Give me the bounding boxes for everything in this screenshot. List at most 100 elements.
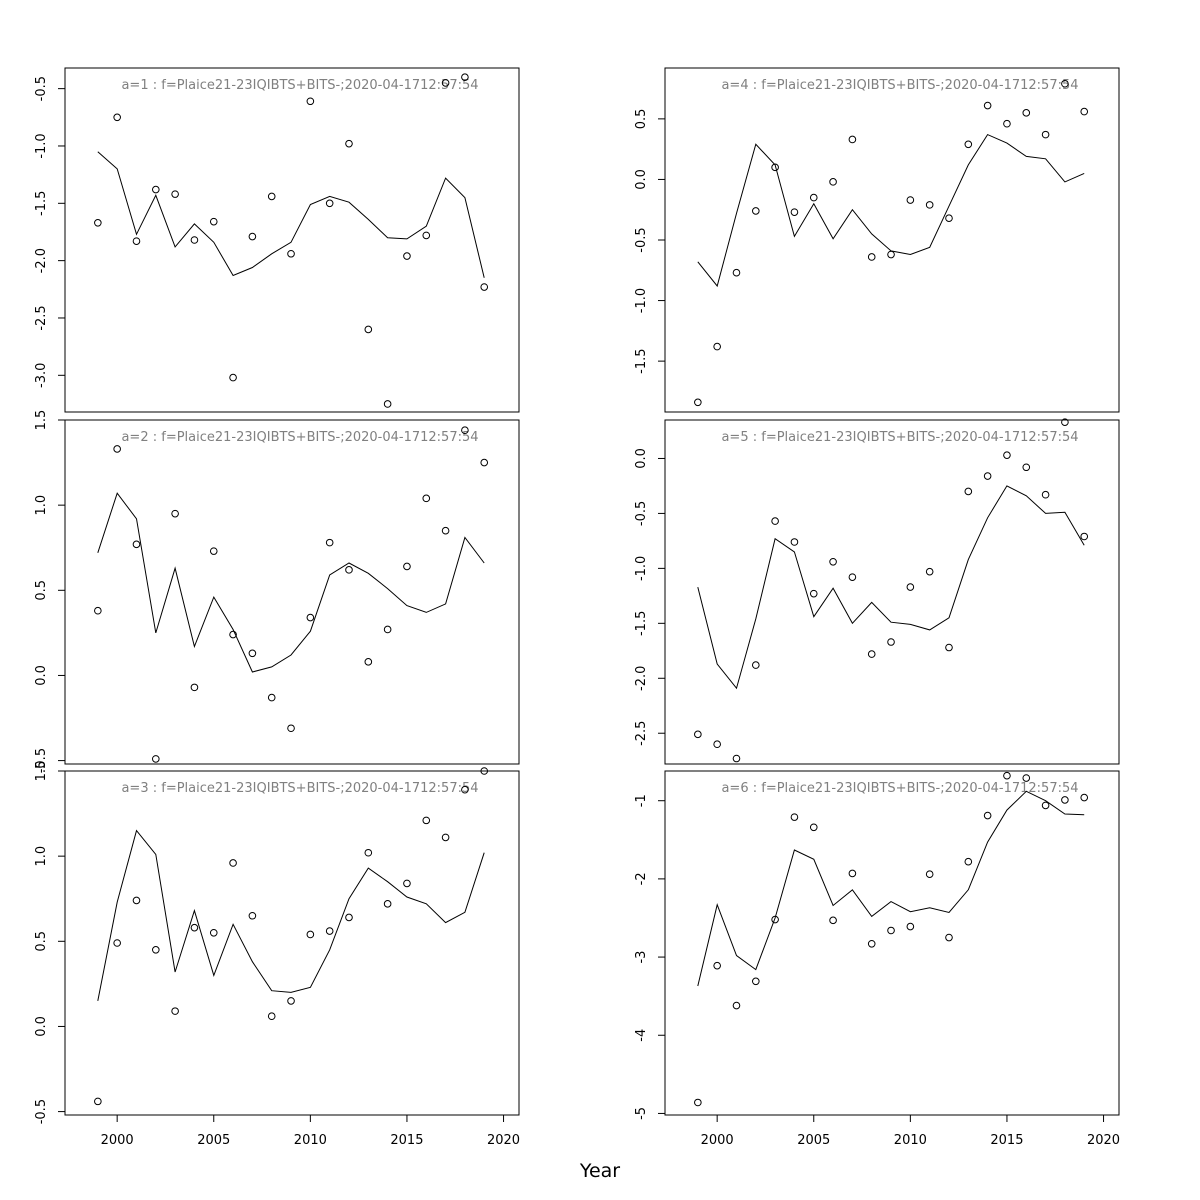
observation-point [829,557,837,566]
y-tick-label: -0.5 [34,1099,49,1124]
observation-point [248,911,257,920]
panel-title: a=2 : f=Plaice21-23IQIBTS+BITS-;2020-04-… [121,430,478,445]
observation-point [306,97,315,106]
observation-point [1061,796,1069,804]
plot-frame [664,67,1120,413]
observation-point [906,583,915,591]
x-tick-label: 2015 [390,1133,423,1148]
y-tick-label: -3 [634,951,649,964]
observation-point [1003,119,1011,128]
observation-point [461,73,469,81]
observation-point [422,816,431,825]
observation-point [964,487,973,496]
observation-point [171,509,179,518]
observation-point [171,1007,179,1015]
panel-title: a=4 : f=Plaice21-23IQIBTS+BITS-;2020-04-… [721,78,1078,93]
observation-point [906,196,915,204]
plot-frame [664,770,1120,1116]
observation-point [325,538,334,547]
observation-point [1080,107,1089,116]
observation-point [94,606,102,615]
y-tick-label: 0.0 [34,1016,49,1037]
y-tick-label: -1.0 [634,556,649,581]
observation-point [752,977,760,986]
observation-point [403,252,411,260]
observation-point [848,573,857,581]
observation-point [287,997,295,1005]
observation-point [752,661,760,669]
plot-frame [64,419,520,765]
observation-point [925,870,934,879]
plot-frame [64,770,520,1116]
observation-point [713,961,721,970]
observation-point [287,724,295,733]
y-tick-label: -5 [634,1107,649,1120]
observation-point [1041,490,1050,499]
observation-point [190,923,199,932]
observation-point [480,283,489,291]
x-tick-label: 2005 [197,1133,230,1148]
y-tick-label: 0.5 [34,580,49,601]
observation-point [461,426,469,435]
observation-point [383,625,392,634]
observation-point [364,848,373,857]
observation-point [1041,801,1050,810]
observation-point [809,589,818,598]
panel-title: a=1 : f=Plaice21-23IQIBTS+BITS-;2020-04-… [121,78,478,93]
y-tick-label: 0.0 [34,665,49,686]
observation-point [1080,793,1089,802]
observation-point [732,1001,741,1010]
observation-point [441,79,450,87]
observation-point [441,833,450,842]
observation-point [867,253,876,261]
observation-point [325,927,334,935]
observation-point [403,562,411,571]
x-axis-title: Year [579,1160,621,1182]
observation-point [267,192,276,201]
observation-point [229,859,237,867]
observation-point [383,400,392,408]
panel-4: -1.5 -1.0 -0.5 0.0 0.5 a=4 : f=Plaice21-23IQI… [634,67,1120,413]
observation-point [229,630,237,639]
x-tick-label: 2000 [701,1133,734,1148]
y-tick-label: -1.5 [634,348,649,373]
observation-point [906,922,915,931]
observation-point [1022,109,1031,117]
observation-point [229,373,237,382]
y-tick-label: -0.5 [634,501,649,526]
y-tick-label: 1.0 [34,495,49,516]
observation-point [829,178,837,186]
observation-point [190,236,199,244]
x-tick-label: 2010 [294,1133,327,1148]
observation-point [848,869,857,878]
panel-6: -5 -4 -3 -2 -1 a=6 : f=Plaice21-23IQIBTS+BITS… [634,770,1120,1148]
observation-point [113,113,121,122]
x-tick-label: 2020 [1087,1133,1120,1148]
observation-point [1003,771,1011,780]
plot-frame [664,419,1120,765]
observation-point [209,547,218,555]
observation-point [713,342,721,351]
y-tick-label: 0.0 [634,169,649,190]
y-tick-label: -4 [634,1029,649,1042]
observation-point [94,219,102,227]
fitted-line [97,151,485,278]
observation-point [945,643,953,652]
x-tick-label: 2000 [101,1133,134,1148]
fitted-line [697,133,1085,288]
observation-point [829,916,837,925]
observation-point [945,214,953,222]
observation-point [809,193,818,202]
observation-point [1061,79,1069,88]
panel-title: a=3 : f=Plaice21-23IQIBTS+BITS-;2020-04-… [121,781,478,796]
observation-point [1022,774,1031,782]
y-tick-label: -1.5 [34,191,49,216]
observation-point [403,879,411,888]
observation-point [209,217,218,226]
observation-point [713,740,721,749]
fitted-line [697,790,1085,987]
fitted-line [97,492,485,673]
observation-point [694,730,702,739]
observation-point [209,928,218,937]
observation-point [345,566,353,574]
